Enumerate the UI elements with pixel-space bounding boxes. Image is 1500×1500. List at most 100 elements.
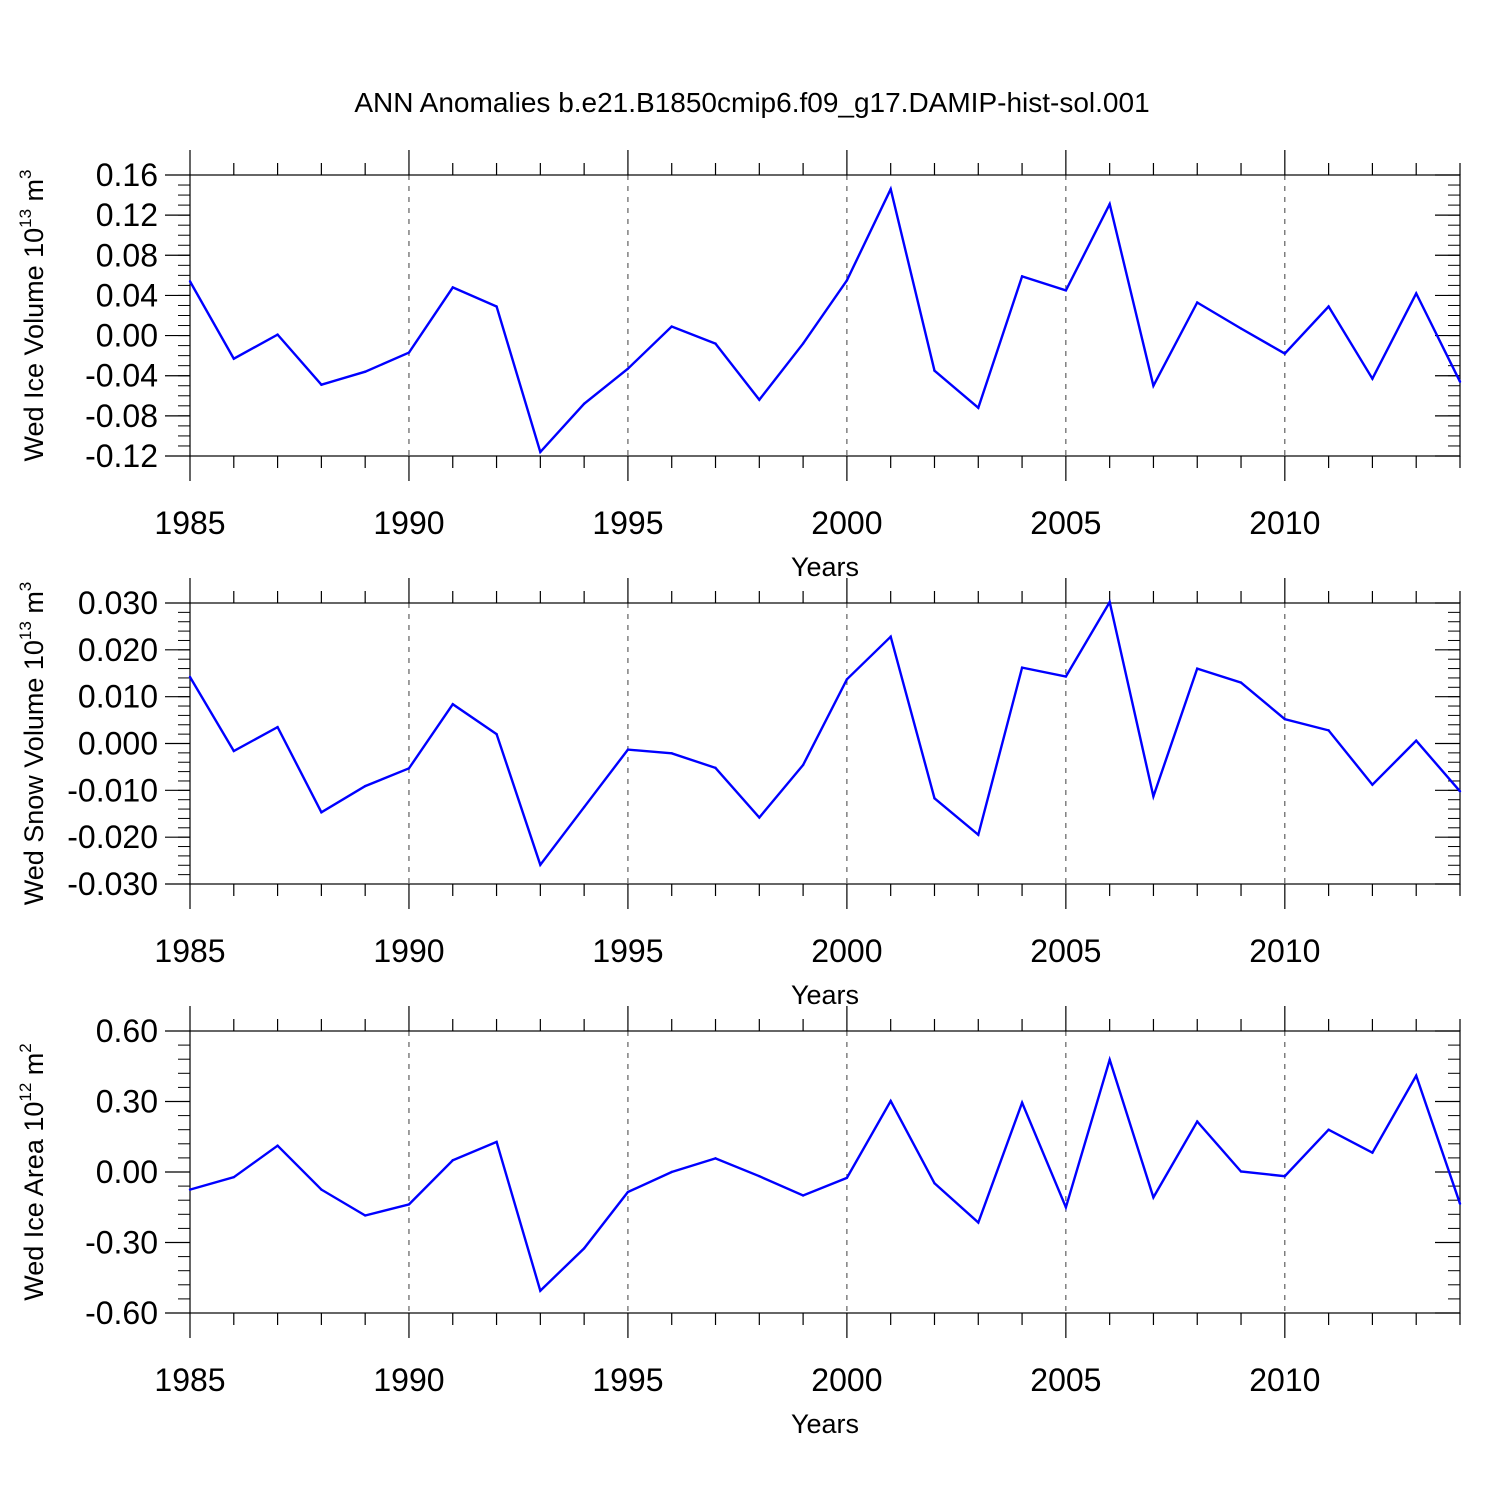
- x-tick-label: 1995: [592, 505, 663, 541]
- data-point: [977, 833, 980, 837]
- data-point: [276, 333, 279, 336]
- data-point: [1283, 352, 1287, 355]
- x-tick-label: 1995: [592, 933, 663, 969]
- y-tick-label: 0.60: [96, 1013, 158, 1049]
- data-point: [320, 811, 323, 814]
- data-point: [407, 1203, 411, 1206]
- panel-2: -0.030 -0.020 -0.010 0.000 0.010 0.020 0.030 19…: [16, 578, 1462, 1010]
- data-point: [363, 1214, 367, 1217]
- chart-panels: -0.12 -0.08 -0.04 0.00 0.04 0.08 0.12 0.16 1985 1…: [16, 150, 1462, 1439]
- data-point: [1327, 305, 1330, 308]
- y-tick-label: 0.000: [78, 726, 158, 762]
- y-tick-label: 0.020: [78, 632, 158, 668]
- x-tick-label: 2010: [1249, 1362, 1320, 1398]
- x-tick-label: 1995: [592, 1362, 663, 1398]
- data-point: [845, 1176, 849, 1180]
- x-tick-label: 1985: [154, 933, 225, 969]
- data-point: [451, 702, 454, 706]
- y-tick-label: -0.010: [67, 772, 158, 808]
- data-point: [977, 1221, 980, 1224]
- data-point: [1327, 1128, 1330, 1131]
- data-point: [582, 402, 586, 406]
- data-point: [1020, 275, 1024, 278]
- data-point: [1064, 675, 1068, 678]
- data-point: [320, 383, 323, 386]
- data-point: [582, 1247, 586, 1250]
- data-point: [232, 357, 235, 360]
- data-point: [1108, 600, 1111, 604]
- data-point: [714, 766, 717, 770]
- data-point: [845, 678, 849, 681]
- data-point: [188, 280, 192, 283]
- series-line: [188, 598, 1461, 868]
- chart-title: ANN Anomalies b.e21.B1850cmip6.f09_g17.D…: [354, 87, 1149, 118]
- series-line: [188, 185, 1462, 455]
- y-tick-label: -0.04: [85, 358, 158, 394]
- data-point: [539, 1289, 542, 1292]
- data-point: [758, 398, 761, 401]
- data-point: [232, 1175, 235, 1179]
- data-point: [714, 1157, 717, 1160]
- data-point: [582, 805, 586, 809]
- x-axis-label: Years: [791, 1409, 859, 1439]
- x-tick-label: 2005: [1030, 1362, 1101, 1398]
- data-point: [758, 1175, 761, 1178]
- y-tick-label: 0.030: [78, 585, 158, 621]
- y-tick-label: 0.30: [96, 1084, 158, 1120]
- data-point: [363, 370, 367, 373]
- y-axis-label: Wed Ice Volume 1013 m3: [16, 169, 49, 461]
- x-tick-label: 1990: [373, 505, 444, 541]
- data-point: [1371, 377, 1374, 380]
- y-tick-label: 0.08: [96, 237, 158, 273]
- data-point: [1415, 292, 1418, 295]
- data-point: [276, 725, 279, 729]
- y-tick-label: 0.00: [96, 1154, 158, 1190]
- data-point: [889, 635, 892, 638]
- data-point: [1152, 1196, 1155, 1199]
- data-point: [933, 797, 936, 800]
- data-point: [1239, 681, 1243, 684]
- y-tick-label: 0.04: [96, 277, 158, 313]
- data-point: [188, 1188, 192, 1191]
- data-point: [1064, 289, 1068, 292]
- data-point: [1108, 1058, 1111, 1061]
- x-tick-label: 2005: [1030, 505, 1101, 541]
- data-point: [407, 767, 411, 770]
- data-point: [1327, 729, 1330, 732]
- data-point: [1283, 1175, 1287, 1178]
- data-point: [407, 351, 411, 354]
- x-tick-label: 1990: [373, 933, 444, 969]
- data-point: [670, 1170, 673, 1174]
- data-point: [276, 1144, 279, 1147]
- data-point: [714, 342, 717, 345]
- data-point: [1152, 795, 1155, 798]
- y-tick-label: 0.010: [78, 679, 158, 715]
- y-tick-label: 0.12: [96, 197, 158, 233]
- data-point: [1064, 1206, 1068, 1209]
- x-axis-label: Years: [791, 552, 859, 582]
- data-point: [1371, 1151, 1374, 1154]
- data-point: [889, 187, 892, 191]
- data-point: [539, 450, 542, 454]
- data-point: [1415, 1074, 1418, 1077]
- x-tick-label: 1990: [373, 1362, 444, 1398]
- data-point: [451, 1159, 454, 1162]
- x-axis-label: Years: [791, 980, 859, 1010]
- x-tick-label: 1985: [154, 1362, 225, 1398]
- data-point: [1196, 667, 1199, 670]
- data-point: [1283, 717, 1287, 721]
- data-point: [670, 325, 673, 328]
- x-tick-label: 2005: [1030, 933, 1101, 969]
- y-axis-label: Wed Snow Volume 1013 m3: [16, 582, 49, 906]
- panel-1: -0.12 -0.08 -0.04 0.00 0.04 0.08 0.12 0.16 1985 1…: [16, 150, 1462, 582]
- data-point: [933, 369, 936, 372]
- data-point: [801, 342, 805, 345]
- data-point: [801, 1194, 805, 1197]
- data-point: [1371, 783, 1374, 786]
- data-point: [1196, 301, 1199, 304]
- y-tick-label: -0.12: [85, 438, 158, 474]
- plot-frame: [189, 602, 1461, 885]
- data-point: [1239, 327, 1243, 330]
- data-point: [363, 784, 367, 788]
